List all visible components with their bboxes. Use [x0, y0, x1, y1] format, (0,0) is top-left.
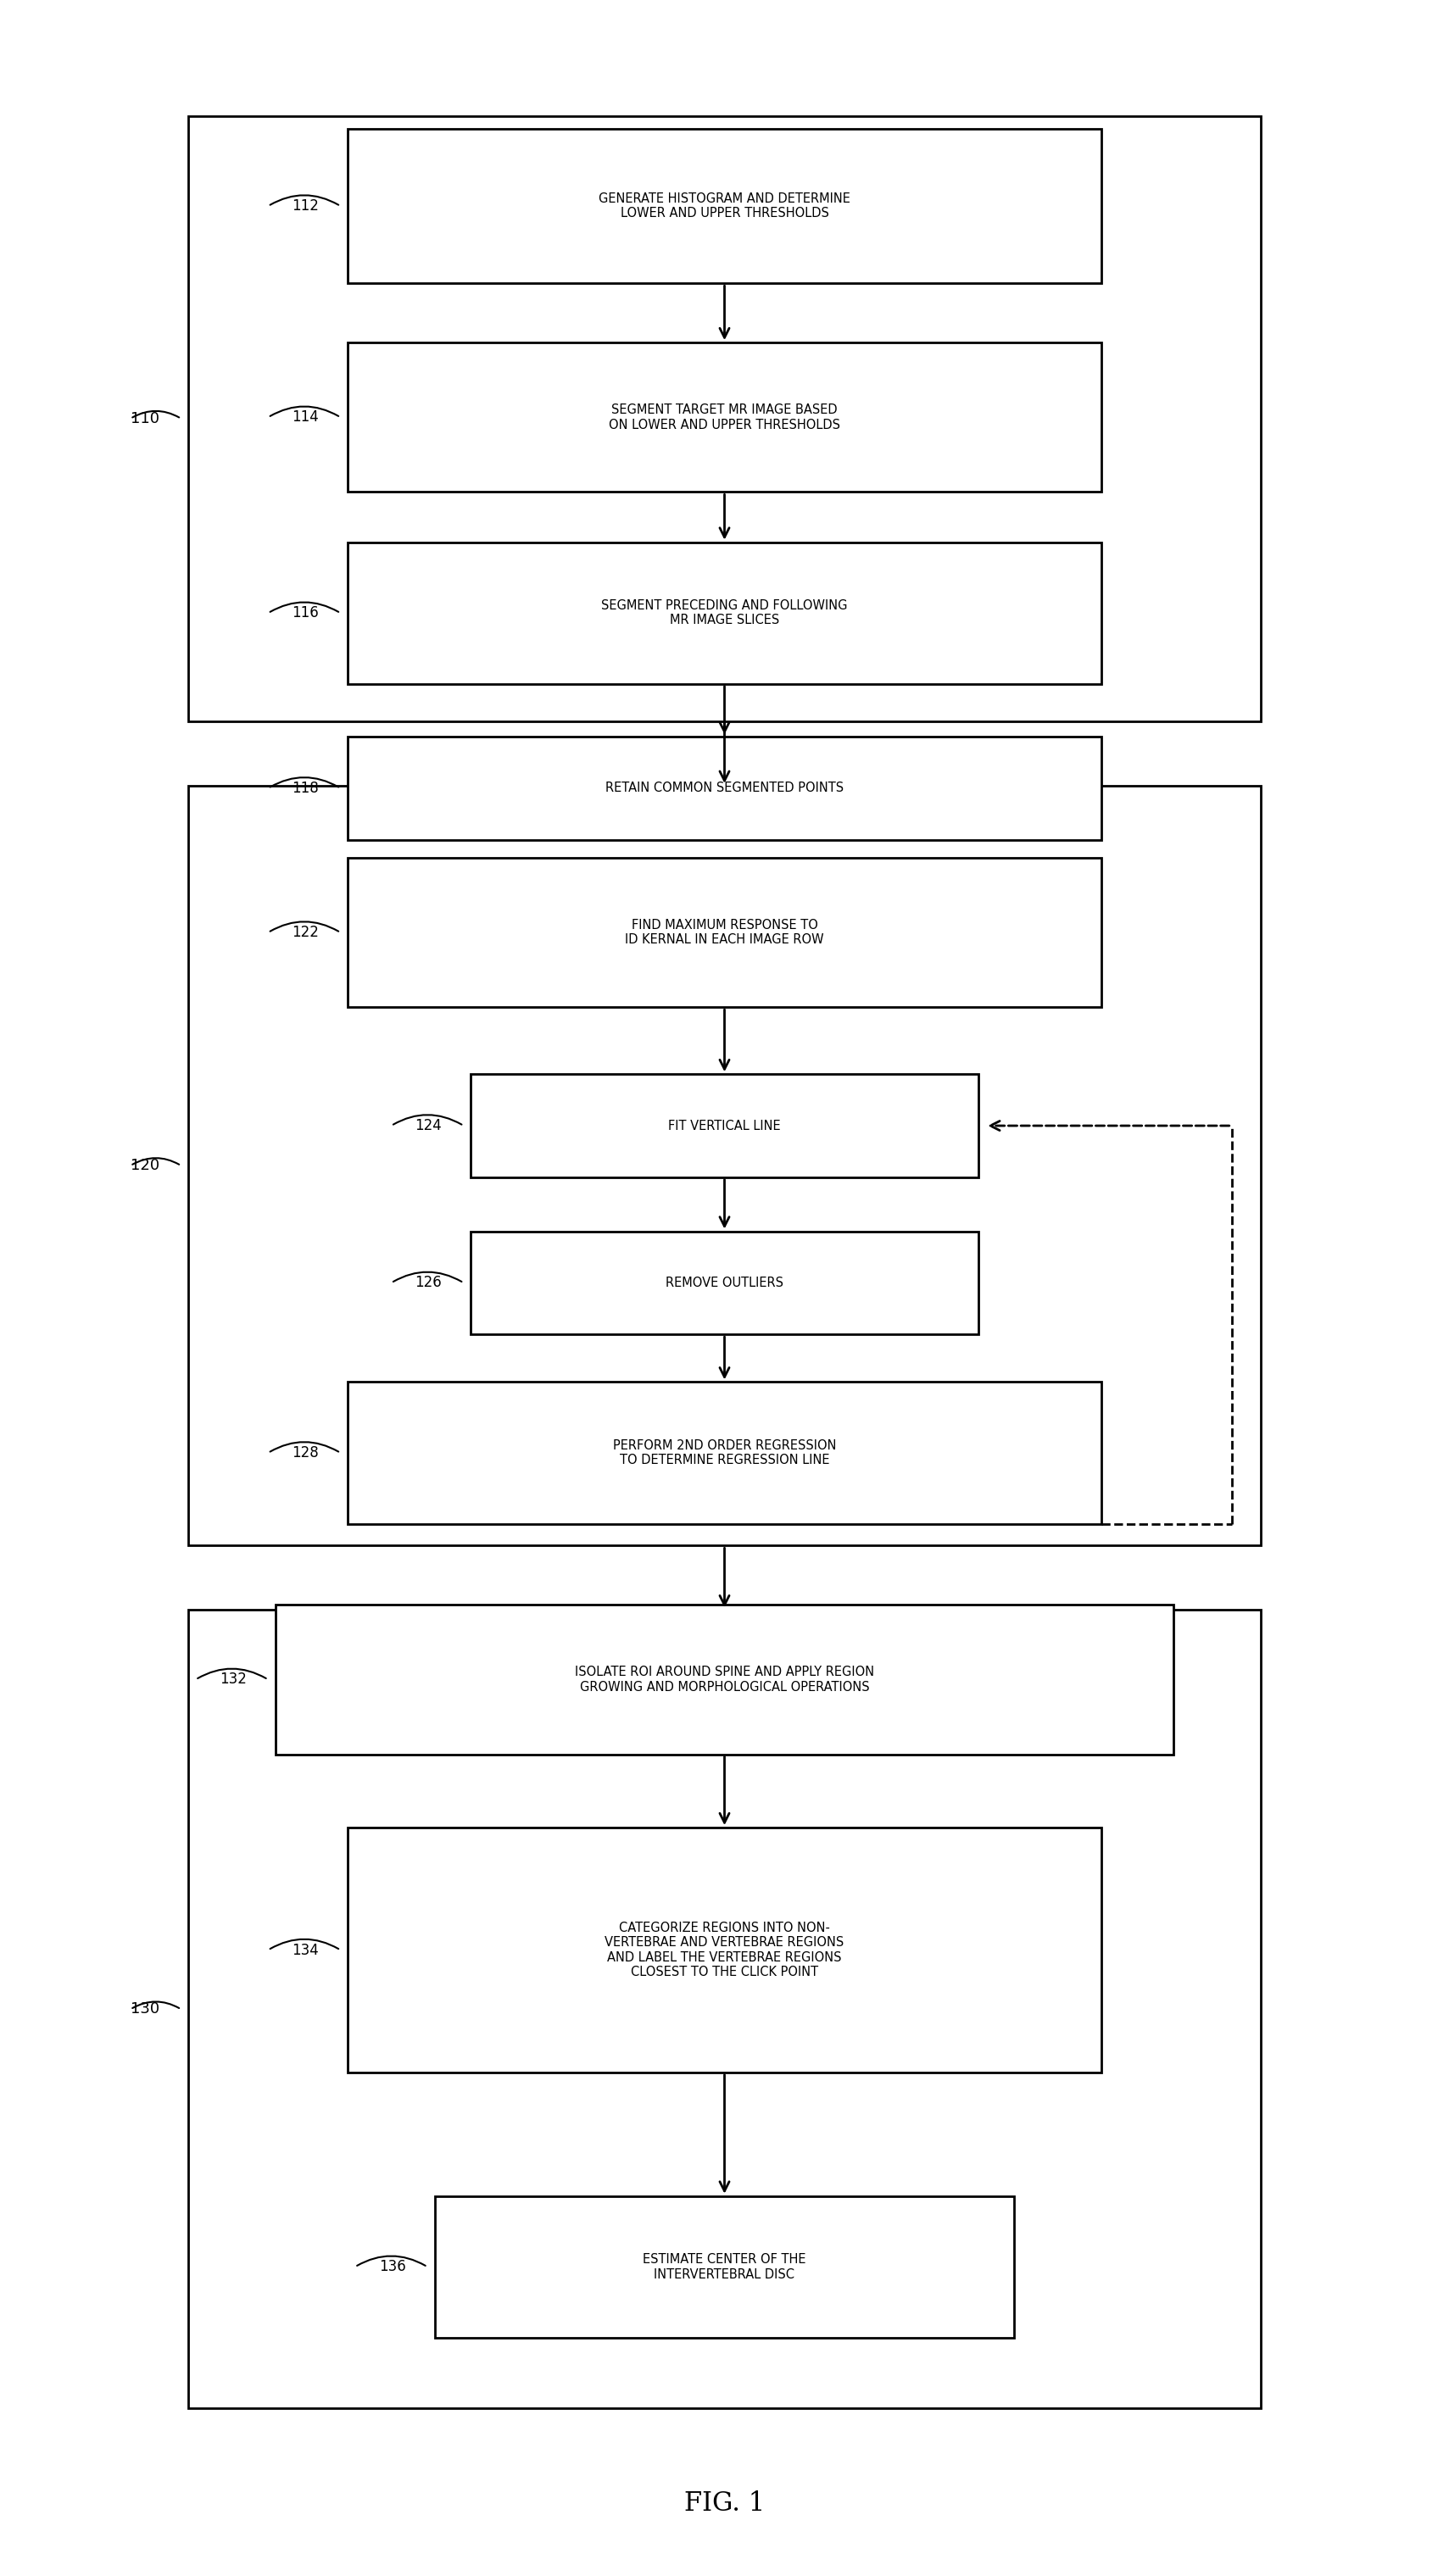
- Text: 136: 136: [378, 2259, 406, 2275]
- Text: FIND MAXIMUM RESPONSE TO
ID KERNAL IN EACH IMAGE ROW: FIND MAXIMUM RESPONSE TO ID KERNAL IN EA…: [625, 920, 824, 945]
- Text: REMOVE OUTLIERS: REMOVE OUTLIERS: [665, 1278, 784, 1288]
- FancyBboxPatch shape: [348, 544, 1101, 683]
- FancyBboxPatch shape: [188, 1610, 1261, 2409]
- FancyBboxPatch shape: [275, 1605, 1174, 1754]
- FancyBboxPatch shape: [348, 129, 1101, 283]
- Text: 130: 130: [130, 2002, 159, 2017]
- Text: 114: 114: [291, 410, 319, 425]
- Text: 134: 134: [291, 1942, 319, 1958]
- FancyBboxPatch shape: [348, 1381, 1101, 1525]
- Text: RETAIN COMMON SEGMENTED POINTS: RETAIN COMMON SEGMENTED POINTS: [606, 783, 843, 793]
- Text: CATEGORIZE REGIONS INTO NON-
VERTEBRAE AND VERTEBRAE REGIONS
AND LABEL THE VERTE: CATEGORIZE REGIONS INTO NON- VERTEBRAE A…: [604, 1922, 845, 1978]
- Text: 112: 112: [291, 198, 319, 214]
- FancyBboxPatch shape: [435, 2195, 1014, 2339]
- FancyBboxPatch shape: [471, 1074, 978, 1177]
- FancyBboxPatch shape: [348, 858, 1101, 1007]
- Text: PERFORM 2ND ORDER REGRESSION
TO DETERMINE REGRESSION LINE: PERFORM 2ND ORDER REGRESSION TO DETERMIN…: [613, 1440, 836, 1466]
- Text: 126: 126: [414, 1275, 442, 1291]
- FancyBboxPatch shape: [348, 343, 1101, 492]
- Text: 116: 116: [291, 605, 319, 621]
- FancyBboxPatch shape: [348, 1829, 1101, 2071]
- FancyBboxPatch shape: [348, 737, 1101, 840]
- FancyBboxPatch shape: [188, 786, 1261, 1546]
- Text: 128: 128: [291, 1445, 319, 1461]
- Text: FIT VERTICAL LINE: FIT VERTICAL LINE: [668, 1121, 781, 1131]
- Text: 118: 118: [291, 781, 319, 796]
- Text: ESTIMATE CENTER OF THE
INTERVERTEBRAL DISC: ESTIMATE CENTER OF THE INTERVERTEBRAL DI…: [643, 2254, 806, 2280]
- FancyBboxPatch shape: [471, 1231, 978, 1334]
- FancyBboxPatch shape: [188, 116, 1261, 721]
- Text: 122: 122: [291, 925, 319, 940]
- Text: SEGMENT PRECEDING AND FOLLOWING
MR IMAGE SLICES: SEGMENT PRECEDING AND FOLLOWING MR IMAGE…: [601, 600, 848, 626]
- Text: FIG. 1: FIG. 1: [684, 2491, 765, 2517]
- Text: 120: 120: [130, 1159, 159, 1172]
- Text: GENERATE HISTOGRAM AND DETERMINE
LOWER AND UPPER THRESHOLDS: GENERATE HISTOGRAM AND DETERMINE LOWER A…: [598, 193, 851, 219]
- Text: ISOLATE ROI AROUND SPINE AND APPLY REGION
GROWING AND MORPHOLOGICAL OPERATIONS: ISOLATE ROI AROUND SPINE AND APPLY REGIO…: [575, 1667, 874, 1692]
- Text: 110: 110: [130, 412, 159, 425]
- Text: 124: 124: [414, 1118, 442, 1133]
- Text: SEGMENT TARGET MR IMAGE BASED
ON LOWER AND UPPER THRESHOLDS: SEGMENT TARGET MR IMAGE BASED ON LOWER A…: [609, 404, 840, 430]
- Text: 132: 132: [219, 1672, 246, 1687]
